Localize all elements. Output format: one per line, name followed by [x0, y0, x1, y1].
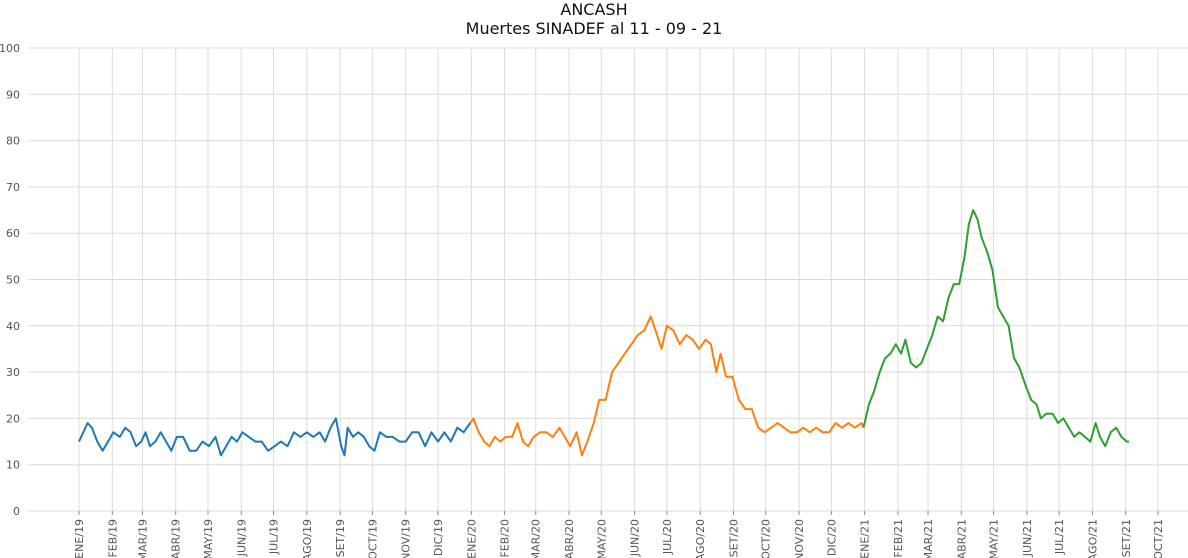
y-tick-label: 80	[6, 135, 20, 148]
x-tick-label: MAY/19	[202, 519, 215, 558]
x-tick-label: FEB/20	[499, 519, 512, 558]
x-tick-label: DIC/20	[825, 519, 838, 556]
series-line-2	[469, 315, 865, 457]
y-tick-label: 20	[6, 412, 20, 425]
x-tick-label: AGO/19	[301, 519, 314, 558]
x-tick-label: MAR/21	[922, 519, 935, 558]
x-tick-label: SET/21	[1120, 519, 1133, 557]
x-tick-label: DIC/19	[432, 519, 445, 556]
x-tick-label: JUL/19	[268, 519, 281, 555]
x-tick-label: SET/20	[727, 519, 740, 557]
x-tick-label: MAY/20	[595, 519, 608, 558]
y-tick-label: 10	[6, 459, 20, 472]
x-tick-label: JUN/21	[1021, 519, 1034, 557]
y-tick-label: 50	[6, 274, 20, 287]
x-tick-label: SET/19	[334, 519, 347, 557]
series-line-3	[862, 209, 1129, 448]
y-tick-label: 40	[6, 320, 20, 333]
x-tick-label: MAR/20	[530, 519, 543, 558]
x-tick-label: JUL/20	[661, 519, 674, 555]
x-tick-label: ENE/21	[859, 519, 872, 558]
x-tick-label: MAY/21	[988, 519, 1001, 558]
chart-subtitle: Muertes SINADEF al 11 - 09 - 21	[465, 19, 723, 38]
x-tick-label: ENE/20	[465, 519, 478, 558]
x-tick-label: NOV/19	[400, 519, 413, 558]
x-tick-label: JUN/19	[235, 519, 248, 557]
x-tick-label: ABR/20	[563, 519, 576, 558]
chart-title: ANCASH	[560, 0, 628, 19]
x-tick-label: ABR/21	[955, 519, 968, 558]
x-tick-label: ABR/19	[170, 519, 183, 558]
y-tick-label: 70	[6, 181, 20, 194]
x-tick-label: JUN/20	[629, 519, 642, 557]
x-tick-label: NOV/20	[793, 519, 806, 558]
y-tick-label: 100	[0, 42, 20, 55]
y-tick-label: 60	[6, 227, 20, 240]
series-line-1	[78, 417, 472, 457]
x-tick-label: FEB/19	[106, 519, 119, 558]
x-tick-label: OCT/21	[1152, 519, 1165, 558]
y-tick-label: 90	[6, 88, 20, 101]
x-tick-label: MAR/19	[136, 519, 149, 558]
y-tick-label: 30	[6, 366, 20, 379]
x-tick-label: OCT/19	[366, 519, 379, 558]
x-tick-label: ENE/19	[73, 519, 86, 558]
x-tick-label: JUL/21	[1053, 519, 1066, 555]
x-tick-label: FEB/21	[892, 519, 905, 558]
x-tick-label: OCT/20	[760, 519, 773, 558]
x-tick-label: AGO/21	[1086, 519, 1099, 558]
y-tick-label: 0	[13, 505, 20, 518]
x-tick-label: AGO/20	[694, 519, 707, 558]
